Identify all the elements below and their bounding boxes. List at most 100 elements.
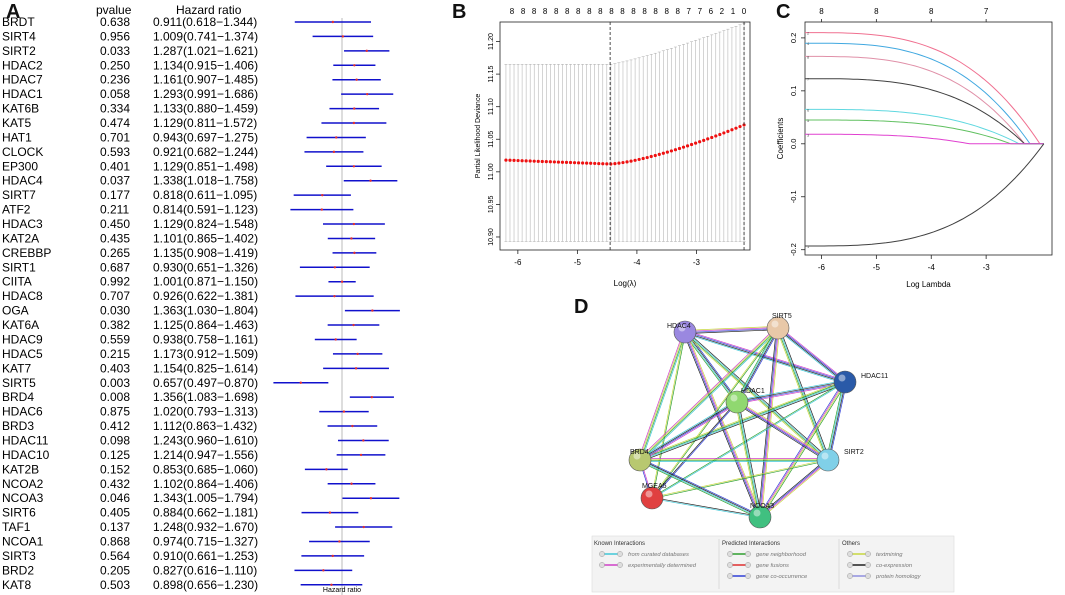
coef-top-tick-label: 8 [874,7,879,16]
hr-point [350,482,353,485]
hr-cell: 1.129(0.824−1.548) [153,217,258,231]
network-edge [638,331,684,460]
gene-label: HDAC9 [2,332,43,346]
cv-y-tick-label: 11.00 [488,163,495,180]
pvalue-cell: 0.215 [100,347,130,361]
hr-cell: 1.293(0.991−1.686) [153,87,258,101]
panel-b-label: B [452,1,467,23]
network-edge [639,331,685,460]
pvalue-cell: 0.205 [100,563,130,577]
hr-point [352,222,356,226]
hazard-ratio-header: Hazard ratio [176,3,242,17]
gene-label: KAT7 [2,361,31,375]
legend-item-label: experimentally determined [628,563,697,569]
gene-label: OGA [2,304,29,318]
network-edge [638,326,778,460]
network-node-highlight [821,452,829,460]
network-edge [759,459,828,517]
hr-point [362,439,365,442]
legend-section-title: Predicted Interactions [722,541,780,547]
network-edge [735,403,828,462]
cv-point [581,161,585,165]
coef-series-label: 7 [807,77,810,82]
hr-cell: 0.910(0.661−1.253) [153,549,258,563]
hr-point [353,64,356,67]
cv-point [613,162,617,166]
pvalue-cell: 0.046 [100,491,130,505]
network-edge [828,382,846,461]
network-edge [686,331,762,517]
hr-point [322,569,325,572]
gene-label: CIITA [2,275,32,289]
pvalue-cell: 0.236 [100,73,130,87]
cv-point [738,124,742,129]
cv-point [528,159,532,163]
network-node-highlight [678,324,686,332]
hr-cell: 1.133(0.880−1.459) [153,102,258,116]
coef-series-label: 5 [807,118,810,123]
cv-point [685,144,690,148]
pvalue-cell: 0.030 [100,304,130,318]
gene-label: HAT1 [2,130,32,144]
gene-label: HDAC11 [2,433,49,447]
network-node-highlight [633,452,641,460]
cv-point [589,161,593,165]
pvalue-cell: 0.058 [100,87,130,101]
network-edge [686,330,739,402]
network-edge [778,327,846,382]
network-edge [685,331,846,382]
hr-cell: 0.911(0.618−1.344) [153,15,257,29]
panel-d-label: D [574,296,589,318]
cv-point [726,129,730,133]
cv-top-tick-label: 8 [620,7,625,16]
gene-label: HDAC10 [2,448,50,462]
network-edge [652,497,761,517]
cv-point [508,158,512,162]
hr-point [353,107,356,110]
cv-point [532,159,536,163]
coef-ylabel: Coefficients [776,118,785,160]
gene-label: TAF1 [2,520,31,534]
coef-x-tick-label: -5 [873,263,881,272]
legend-item-label: gene fusions [756,563,789,569]
hr-point [333,266,337,269]
legend-swatch-node [599,551,605,557]
hr-point [365,49,368,53]
network-node-highlight [838,374,846,382]
network-edge [684,333,845,384]
network-edge [829,382,847,461]
gene-label: ATF2 [2,203,31,217]
cv-point [645,155,649,160]
cv-top-tick-label: 6 [709,7,714,16]
gene-label: KAT2A [2,231,39,245]
pvalue-cell: 0.137 [100,520,130,534]
hr-point [321,193,324,197]
gene-label: SIRT5 [2,376,36,390]
network-edge [683,332,759,518]
hr-cell: 0.926(0.622−1.381) [153,289,258,303]
network-edge [684,326,778,331]
cv-x-tick-label: -4 [633,258,641,267]
cv-top-tick-label: 8 [510,7,515,16]
network-edge [684,332,845,383]
cv-top-tick-label: 8 [532,7,537,16]
cv-top-tick-label: 8 [642,7,647,16]
hr-point [359,453,363,457]
pvalue-cell: 0.211 [100,203,129,217]
gene-label: SIRT6 [2,506,36,520]
cv-top-tick-label: 7 [687,7,692,16]
hr-cell: 1.173(0.912−1.509) [153,347,258,361]
cv-top-tick-label: 8 [598,7,603,16]
pvalue-cell: 0.003 [100,376,130,390]
pvalue-cell: 0.875 [100,405,130,419]
hr-cell: 1.248(0.932−1.670) [153,520,258,534]
network-edge [639,327,778,460]
network-edge [685,331,829,460]
legend-swatch-node [617,562,623,568]
network-node-highlight [771,320,779,328]
network-node-label: HDAC4 [667,323,691,330]
gene-label: CREBBP [2,246,51,260]
hr-point [356,352,359,356]
network-edge [758,380,844,517]
cv-point [585,161,589,165]
